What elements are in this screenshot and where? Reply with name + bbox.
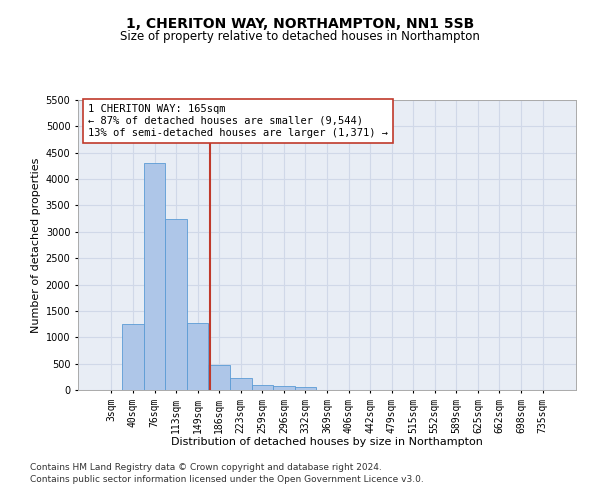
Bar: [230, 378, 251, 390]
Bar: [187, 322, 208, 390]
Bar: [122, 324, 144, 390]
Text: 1 CHERITON WAY: 165sqm
← 87% of detached houses are smaller (9,544)
13% of semi-: 1 CHERITON WAY: 165sqm ← 87% of detached…: [88, 104, 388, 138]
Text: Contains HM Land Registry data © Crown copyright and database right 2024.: Contains HM Land Registry data © Crown c…: [30, 464, 382, 472]
Y-axis label: Number of detached properties: Number of detached properties: [31, 158, 41, 332]
Bar: [273, 386, 295, 390]
Bar: [208, 364, 230, 390]
Bar: [251, 384, 273, 390]
Bar: [295, 388, 316, 390]
Text: 1, CHERITON WAY, NORTHAMPTON, NN1 5SB: 1, CHERITON WAY, NORTHAMPTON, NN1 5SB: [126, 18, 474, 32]
X-axis label: Distribution of detached houses by size in Northampton: Distribution of detached houses by size …: [171, 437, 483, 447]
Bar: [166, 218, 187, 390]
Text: Contains public sector information licensed under the Open Government Licence v3: Contains public sector information licen…: [30, 475, 424, 484]
Text: Size of property relative to detached houses in Northampton: Size of property relative to detached ho…: [120, 30, 480, 43]
Bar: [144, 164, 166, 390]
